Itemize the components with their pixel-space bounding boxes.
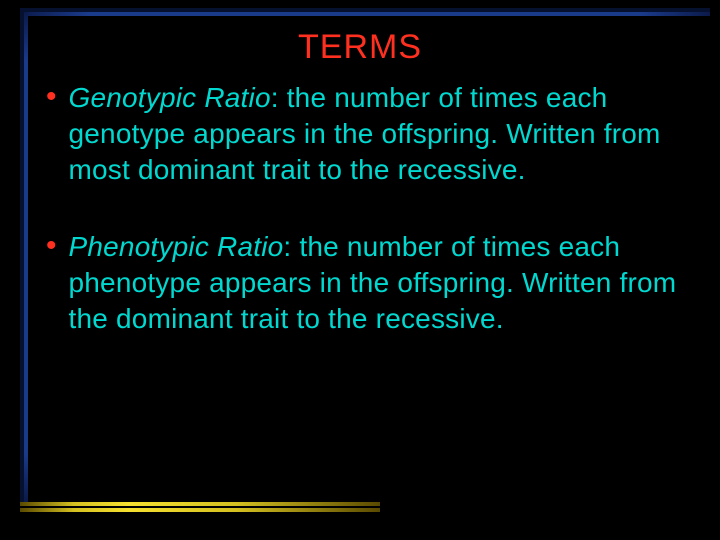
- bullet-item: • Phenotypic Ratio: the number of times …: [46, 229, 680, 336]
- frame-left-line: [24, 12, 28, 502]
- frame-bottom-accent: [20, 502, 380, 512]
- bullet-dot-icon: •: [46, 229, 57, 262]
- bullet-dot-icon: •: [46, 80, 57, 113]
- frame-top-line: [20, 12, 710, 16]
- bullet-item: • Genotypic Ratio: the number of times e…: [46, 80, 680, 187]
- slide-title: TERMS: [0, 28, 720, 67]
- slide-body: • Genotypic Ratio: the number of times e…: [46, 80, 680, 379]
- bullet-text: Genotypic Ratio: the number of times eac…: [69, 80, 680, 187]
- bullet-text: Phenotypic Ratio: the number of times ea…: [69, 229, 680, 336]
- term-name: Phenotypic Ratio: [69, 231, 284, 262]
- term-name: Genotypic Ratio: [69, 82, 271, 113]
- slide-container: TERMS • Genotypic Ratio: the number of t…: [0, 0, 720, 540]
